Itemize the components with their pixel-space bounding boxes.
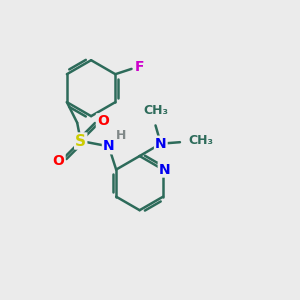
Text: F: F [135, 59, 145, 74]
Text: O: O [53, 154, 64, 168]
Text: N: N [155, 137, 166, 151]
Text: H: H [116, 129, 126, 142]
Text: N: N [159, 163, 170, 177]
Text: S: S [75, 134, 86, 148]
Text: CH₃: CH₃ [188, 134, 213, 147]
Text: N: N [103, 139, 115, 153]
Text: O: O [97, 114, 109, 128]
Text: CH₃: CH₃ [143, 104, 168, 117]
